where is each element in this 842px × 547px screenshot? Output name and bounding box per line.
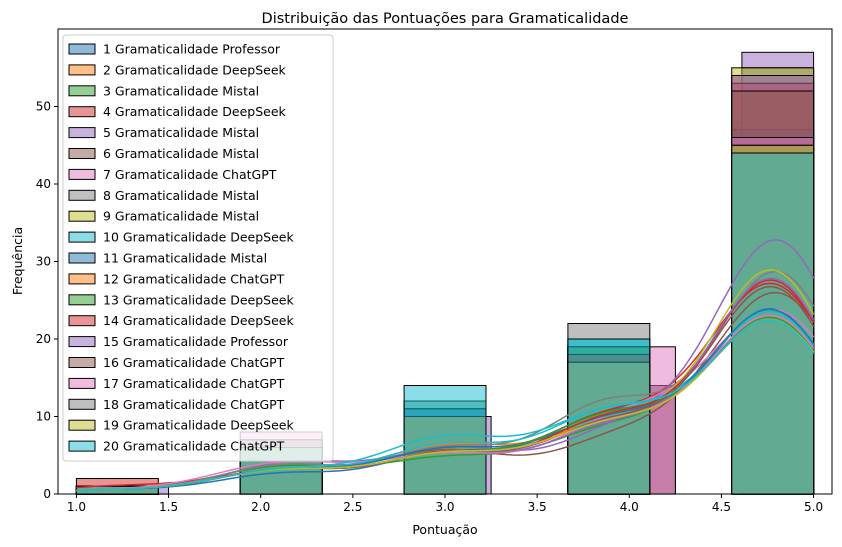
x-tick-label: 1.5: [159, 500, 178, 514]
x-axis-label: Pontuação: [412, 522, 477, 537]
legend-swatch: [68, 294, 96, 306]
legend-swatch: [68, 210, 96, 222]
y-tick-label: 0: [43, 487, 51, 501]
y-tick-label: 10: [36, 410, 51, 424]
legend-label: 20 Gramaticalidade ChatGPT: [103, 439, 285, 454]
legend-swatch: [68, 148, 96, 159]
legend-swatch: [68, 377, 96, 389]
legend-label: 1 Gramaticalidade Professor: [103, 42, 281, 57]
legend-swatch: [68, 440, 96, 452]
legend-label: 18 Gramaticalidade ChatGPT: [103, 397, 285, 412]
y-tick-label: 30: [36, 255, 51, 269]
legend-label: 9 Gramaticalidade Mistal: [103, 209, 259, 224]
kde-layer: [76, 239, 815, 492]
histogram-bar: [731, 152, 815, 495]
x-tick-label: 4.0: [620, 500, 639, 514]
x-tick-label: 3.0: [435, 500, 454, 514]
legend-swatch: [68, 168, 96, 180]
legend-label: 3 Gramaticalidade Mistal: [103, 83, 259, 98]
legend-label: 2 Gramaticalidade DeepSeek: [103, 62, 287, 77]
x-tick-label: 3.5: [528, 500, 547, 514]
legend-label: 13 Gramaticalidade DeepSeek: [103, 292, 295, 307]
legend-swatch: [68, 43, 96, 55]
legend-label: 15 Gramaticalidade Professor: [103, 334, 289, 349]
chart-title: Distribuição das Pontuações para Gramati…: [262, 11, 629, 27]
kde-line: [76, 319, 815, 492]
legend-swatch: [68, 398, 96, 410]
legend-label: 11 Gramaticalidade Mistal: [103, 251, 267, 266]
x-tick-label: 2.0: [251, 500, 270, 514]
x-tick-label: 2.5: [343, 500, 362, 514]
y-axis-label: Frequência: [10, 227, 25, 295]
legend-label: 12 Gramaticalidade ChatGPT: [103, 271, 285, 286]
y-tick-label: 40: [36, 177, 51, 191]
x-axis: 1.0 1.5 2.0 2.5 3.0 3.5 4.0 4.5 5.0: [67, 494, 823, 514]
legend-swatch: [68, 127, 96, 139]
legend-label: 17 Gramaticalidade ChatGPT: [103, 376, 285, 391]
legend-swatch: [68, 189, 96, 201]
legend-swatch: [68, 231, 96, 243]
legend-swatch: [68, 336, 96, 348]
histogram-bar: [567, 338, 651, 495]
legend-label: 10 Gramaticalidade DeepSeek: [103, 230, 295, 245]
legend-swatch: [68, 85, 96, 97]
legend-swatch: [68, 419, 96, 431]
legend-swatch: [68, 315, 96, 327]
legend-swatch: [68, 106, 96, 118]
legend-swatch: [68, 273, 96, 285]
legend-label: 5 Gramaticalidade Mistal: [103, 125, 259, 140]
legend-label: 4 Gramaticalidade DeepSeek: [103, 104, 287, 119]
legend-box: [62, 34, 334, 462]
legend-label: 8 Gramaticalidade Mistal: [103, 188, 259, 203]
legend-label: 6 Gramaticalidade Mistal: [103, 146, 259, 161]
x-tick-label: 4.5: [712, 500, 731, 514]
histogram-bar: [403, 385, 487, 495]
x-tick-label: 1.0: [67, 500, 86, 514]
legend: 1 Gramaticalidade Professor 2 Gramaticali…: [62, 34, 334, 462]
legend-label: 14 Gramaticalidade DeepSeek: [103, 313, 295, 328]
y-tick-label: 20: [36, 332, 51, 346]
y-tick-label: 50: [36, 100, 51, 114]
y-axis: 0 10 20 30 40 50: [36, 100, 58, 501]
legend-swatch: [68, 64, 96, 76]
x-tick-label: 5.0: [804, 500, 823, 514]
legend-label: 7 Gramaticalidade ChatGPT: [103, 167, 277, 182]
legend-label: 16 Gramaticalidade ChatGPT: [103, 355, 285, 370]
legend-label: 19 Gramaticalidade DeepSeek: [103, 418, 295, 433]
legend-swatch: [68, 252, 96, 264]
legend-swatch: [68, 357, 96, 368]
